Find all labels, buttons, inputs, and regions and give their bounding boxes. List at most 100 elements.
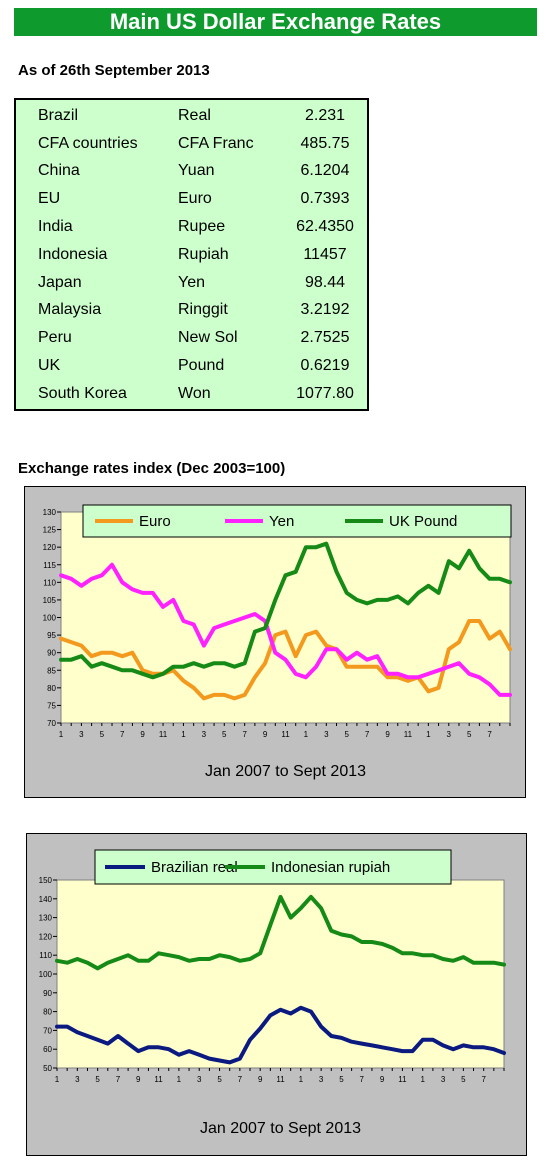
x-tick-label: 5 (100, 730, 105, 739)
x-tick-label: 1 (304, 730, 309, 739)
x-tick-label: 1 (59, 730, 64, 739)
x-tick-label: 11 (281, 730, 290, 739)
x-tick-label: 7 (120, 730, 125, 739)
x-axis-title: Jan 2007 to Sept 2013 (200, 1120, 361, 1137)
index-heading: Exchange rates index (Dec 2003=100) (18, 460, 286, 477)
rate-currency: Euro (178, 190, 212, 208)
x-tick-label: 7 (481, 1075, 486, 1084)
x-tick-label: 5 (345, 730, 350, 739)
plot-area (56, 879, 505, 1069)
x-tick-label: 1 (177, 1075, 182, 1084)
rate-currency: New Sol (178, 329, 238, 347)
rates-table-box: Brazil Real 2.231 CFA countries CFA Franc 485… (14, 98, 369, 411)
y-tick-label: 80 (47, 684, 56, 693)
rate-row: South Korea Won 1077.80 (38, 380, 356, 408)
rate-value: 0.7393 (300, 190, 350, 208)
x-tick-label: 11 (159, 730, 168, 739)
y-tick-label: 90 (47, 649, 56, 658)
rates-table: Brazil Real 2.231 CFA countries CFA Franc 485… (38, 102, 356, 408)
rate-value: 11457 (303, 245, 347, 263)
rate-country: South Korea (38, 384, 127, 402)
rate-currency: Ringgit (178, 301, 228, 319)
x-tick-label: 9 (385, 730, 390, 739)
x-tick-label: 9 (380, 1075, 385, 1084)
series-line-brazilian-real (55, 1005, 506, 1065)
legend-box (82, 504, 512, 538)
x-tick-label: 3 (319, 1075, 324, 1084)
y-tick-label: 70 (47, 719, 56, 728)
x-tick-label: 9 (263, 730, 268, 739)
rate-row: Brazil Real 2.231 (38, 102, 356, 130)
rate-value: 1077.80 (296, 384, 354, 402)
rate-country: Indonesia (38, 245, 108, 263)
y-tick-label: 90 (43, 989, 52, 998)
y-tick-label: 85 (47, 666, 56, 675)
x-tick-label: 11 (398, 1075, 407, 1084)
series-line-indonesian-rupiah (55, 894, 506, 971)
y-tick-label: 130 (43, 508, 57, 517)
legend-label: Euro (139, 513, 171, 530)
y-tick-label: 95 (47, 631, 56, 640)
y-tick-label: 140 (39, 895, 53, 904)
y-tick-label: 125 (43, 526, 57, 535)
x-tick-label: 5 (467, 730, 472, 739)
x-tick-label: 7 (365, 730, 370, 739)
legend-label: Yen (269, 513, 294, 530)
x-tick-label: 9 (258, 1075, 263, 1084)
x-tick-label: 11 (154, 1075, 163, 1084)
x-tick-label: 7 (487, 730, 492, 739)
x-tick-label: 5 (217, 1075, 222, 1084)
x-tick-label: 3 (202, 730, 207, 739)
as-of-date: As of 26th September 2013 (18, 62, 210, 79)
rate-row: EU Euro 0.7393 (38, 185, 356, 213)
x-tick-label: 1 (421, 1075, 426, 1084)
rate-country: Malaysia (38, 301, 102, 319)
series-line-yen (59, 562, 512, 697)
y-tick-label: 75 (47, 701, 56, 710)
rate-country: UK (38, 357, 61, 375)
rate-value: 62.4350 (296, 218, 354, 236)
rate-currency: Pound (178, 357, 225, 375)
rate-country: India (38, 218, 73, 236)
y-tick-label: 110 (39, 951, 52, 960)
x-tick-label: 5 (461, 1075, 466, 1084)
rate-value: 2.7525 (300, 329, 350, 347)
y-tick-label: 80 (43, 1008, 52, 1017)
y-tick-label: 100 (39, 970, 53, 979)
y-tick-label: 115 (43, 561, 56, 570)
page-title: Main US Dollar Exchange Rates (14, 8, 537, 36)
y-tick-label: 110 (43, 578, 56, 587)
y-tick-label: 120 (39, 932, 53, 941)
rate-currency: Yuan (178, 162, 215, 180)
rate-currency: Yen (178, 273, 205, 291)
x-tick-label: 1 (299, 1075, 304, 1084)
rate-country: Peru (38, 329, 72, 347)
x-tick-label: 11 (404, 730, 413, 739)
x-tick-label: 3 (324, 730, 329, 739)
rate-value: 3.2192 (300, 301, 350, 319)
x-tick-label: 3 (197, 1075, 202, 1084)
rate-value: 2.231 (304, 106, 346, 124)
rate-row: Indonesia Rupiah 11457 (38, 241, 356, 269)
rate-row: CFA countries CFA Franc 485.75 (38, 130, 356, 158)
x-tick-label: 3 (447, 730, 452, 739)
rate-row: India Rupee 62.4350 (38, 213, 356, 241)
rate-row: Japan Yen 98.44 (38, 269, 356, 297)
y-tick-label: 150 (39, 876, 53, 885)
x-tick-label: 5 (339, 1075, 344, 1084)
y-tick-label: 120 (43, 543, 57, 552)
x-tick-label: 3 (79, 730, 84, 739)
series-line-euro (59, 619, 512, 701)
x-tick-label: 9 (136, 1075, 141, 1084)
x-tick-label: 7 (116, 1075, 121, 1084)
rate-currency: CFA Franc (178, 134, 254, 152)
x-tick-label: 7 (242, 730, 247, 739)
rate-currency: Rupiah (178, 245, 229, 263)
x-tick-label: 7 (238, 1075, 243, 1084)
rate-currency: Won (178, 384, 211, 402)
rate-row: UK Pound 0.6219 (38, 352, 356, 380)
rate-currency: Rupee (178, 218, 226, 236)
rate-row: Peru New Sol 2.7525 (38, 324, 356, 352)
rate-country: CFA countries (38, 134, 138, 152)
